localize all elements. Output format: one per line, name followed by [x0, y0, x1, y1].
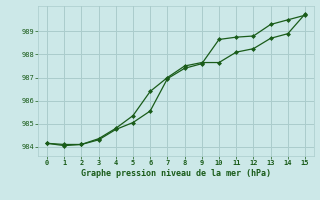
- X-axis label: Graphe pression niveau de la mer (hPa): Graphe pression niveau de la mer (hPa): [81, 169, 271, 178]
